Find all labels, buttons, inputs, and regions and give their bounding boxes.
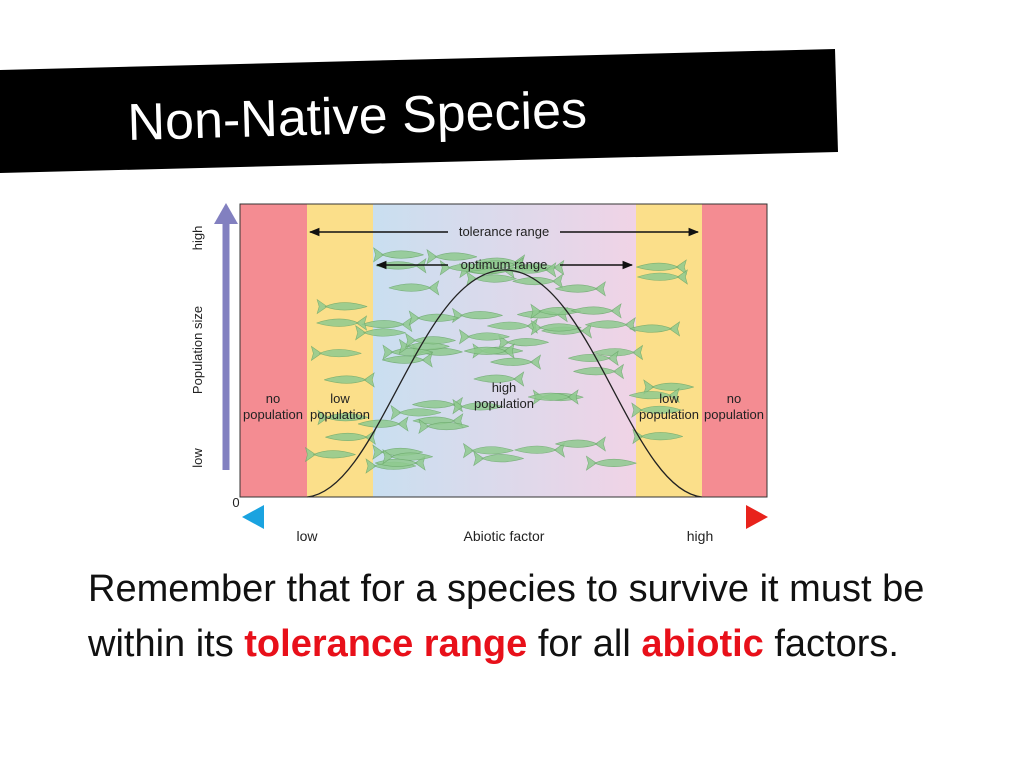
zone-label: population	[474, 396, 534, 411]
fish-icon	[452, 398, 504, 415]
title-banner	[0, 49, 838, 173]
x-axis-arrowhead	[242, 505, 264, 529]
fish-icon	[490, 354, 542, 370]
fish-icon	[355, 325, 406, 341]
fish-icon	[324, 372, 375, 388]
fish-icon	[310, 345, 362, 362]
body-span: for all	[527, 623, 642, 665]
body-span: Remember that for a species to survive i…	[88, 568, 925, 665]
fish-icon	[473, 371, 525, 387]
optimum-label: optimum range	[461, 257, 548, 272]
fish-icon	[405, 332, 456, 349]
zone-label: population	[704, 407, 764, 422]
fish-icon	[458, 329, 510, 345]
fish-icon	[629, 321, 681, 337]
y-label: Population size	[190, 306, 205, 394]
slide-title: Non-Native Species	[127, 81, 588, 152]
fish-icon	[304, 446, 356, 463]
fish-icon	[571, 303, 622, 319]
fish-icon	[628, 387, 680, 404]
fish-icon	[373, 247, 424, 263]
population-curve	[306, 269, 703, 498]
slide-graphics: Non-Native Species tolerance range optim…	[0, 49, 838, 544]
fish-icon	[530, 319, 582, 336]
y-axis-arrowhead	[214, 203, 238, 224]
x-label: Abiotic factor	[464, 528, 545, 544]
fish-icon	[325, 429, 376, 445]
fish-icon	[530, 303, 582, 320]
fish-icon	[317, 409, 369, 426]
zone-label: population	[310, 407, 370, 422]
fish-icon	[527, 389, 579, 405]
x-axis-arrowhead	[746, 505, 768, 529]
x-low: low	[296, 528, 318, 544]
zone-bg	[702, 204, 767, 497]
diagram: tolerance range optimum range nopopulati…	[190, 203, 768, 544]
zone-bg	[636, 204, 702, 497]
zone-label: no	[727, 391, 741, 406]
zone-label: high	[492, 380, 517, 395]
fish-icon	[439, 260, 491, 276]
fish-icon	[418, 418, 469, 435]
fish-icon	[464, 343, 515, 359]
fish-icon	[408, 310, 460, 326]
fish-icon	[573, 363, 624, 380]
tolerance-label: tolerance range	[459, 224, 549, 239]
highlight-text: abiotic	[641, 623, 764, 665]
fish-icon	[473, 450, 524, 467]
fish-icon	[555, 436, 606, 452]
diagram-frame	[239, 203, 768, 498]
fish-icon	[462, 442, 514, 459]
y-high: high	[190, 226, 205, 251]
fish-icon	[382, 352, 433, 368]
fish-icon	[636, 259, 687, 275]
fish-icon	[388, 280, 440, 296]
body-span: factors.	[763, 623, 899, 665]
fish-icon	[555, 281, 606, 297]
y-zero: 0	[232, 495, 239, 510]
fish-icon	[357, 416, 409, 432]
fish-icon	[426, 249, 478, 265]
zone-label: population	[639, 407, 699, 422]
zone-label: population	[243, 407, 303, 422]
highlight-text: tolerance range	[244, 623, 528, 665]
zone-bg	[240, 204, 307, 497]
fish-icon	[316, 315, 368, 331]
zone-label: low	[659, 391, 679, 406]
fish-icon	[585, 455, 637, 471]
fish-icon	[390, 404, 442, 421]
y-low: low	[190, 448, 205, 468]
zone-label: no	[266, 391, 280, 406]
x-high: high	[687, 528, 713, 544]
fish-icon	[637, 269, 688, 285]
fish-icon	[568, 350, 619, 366]
fish-icon	[452, 307, 503, 324]
fish-icon	[316, 298, 368, 315]
zone-label: low	[330, 391, 350, 406]
fish-icon	[382, 449, 433, 465]
body-text: Remember that for a species to survive i…	[88, 562, 948, 672]
fish-icon	[631, 402, 682, 418]
